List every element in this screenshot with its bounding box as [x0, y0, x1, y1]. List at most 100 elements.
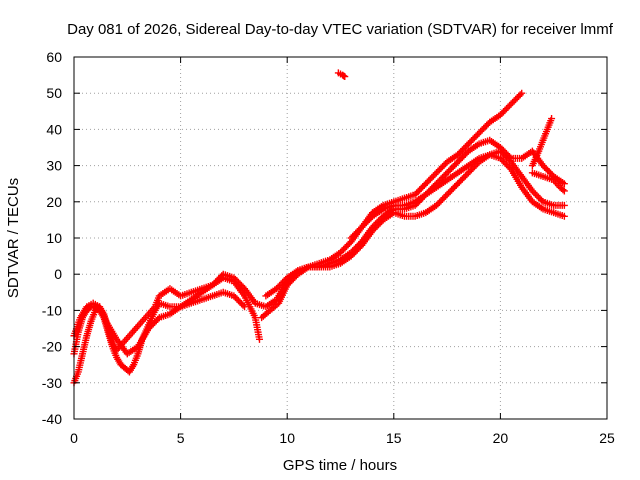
data-point: [455, 149, 463, 157]
data-point: [530, 188, 538, 196]
data-point: [239, 301, 247, 309]
y-tick-label: 0: [54, 266, 62, 282]
y-axis-label: SDTVAR / TECUs: [5, 178, 22, 298]
data-point: [502, 161, 510, 169]
data-point: [454, 151, 462, 159]
x-tick-label: 25: [599, 430, 615, 446]
y-tick-label: 60: [46, 49, 62, 65]
data-point: [288, 276, 296, 284]
data-point: [499, 157, 507, 165]
data-point: [452, 160, 460, 168]
x-tick-label: 5: [177, 430, 185, 446]
data-point: [460, 145, 468, 153]
y-tick-label: 30: [46, 158, 62, 174]
y-tick-label: 20: [46, 194, 62, 210]
data-point: [483, 121, 491, 129]
data-point: [352, 229, 360, 237]
data-point: [435, 198, 443, 206]
data-point: [236, 280, 244, 288]
series-track-9: [528, 169, 568, 195]
data-point: [448, 164, 456, 172]
data-point: [463, 170, 471, 178]
data-point: [460, 152, 468, 160]
data-point: [423, 178, 431, 186]
data-point: [516, 91, 524, 99]
data-point: [215, 275, 223, 283]
data-point: [559, 186, 567, 194]
data-point: [466, 167, 474, 175]
data-point: [481, 123, 489, 131]
data-point: [355, 244, 363, 252]
data-point: [510, 97, 518, 105]
y-tick-label: -20: [42, 339, 62, 355]
data-point: [238, 282, 246, 290]
data-point: [513, 94, 521, 102]
data-point: [355, 226, 363, 234]
series-track-7: [347, 147, 568, 242]
data-point: [361, 220, 369, 228]
data-point: [230, 292, 238, 300]
data-point: [238, 300, 246, 308]
data-point: [352, 247, 360, 255]
ticks: 0 5 10 15 20 25 -40 -30 -20 -10 0 10 20 30 40 50 60: [42, 49, 615, 446]
data-point: [340, 72, 348, 80]
data-point: [454, 180, 462, 188]
chart-title: Day 081 of 2026, Sidereal Day-to-day VTE…: [67, 21, 614, 38]
plot-area: [70, 69, 568, 387]
data-point: [475, 129, 483, 137]
data-point: [353, 228, 361, 236]
data-point: [534, 193, 542, 201]
data-point: [364, 217, 372, 225]
data-point: [467, 137, 475, 145]
data-point: [279, 278, 287, 286]
data-point: [560, 201, 568, 209]
data-point: [210, 280, 218, 288]
data-point: [376, 219, 384, 227]
x-axis-label: GPS time / hours: [283, 457, 397, 474]
data-point: [502, 105, 510, 113]
x-tick-label: 0: [70, 430, 78, 446]
data-point: [469, 164, 477, 172]
data-point: [337, 248, 344, 256]
data-point: [548, 115, 556, 123]
data-point: [148, 321, 156, 329]
data-point: [474, 131, 482, 139]
data-point: [419, 183, 427, 191]
data-point: [435, 166, 443, 174]
data-point: [541, 163, 549, 171]
y-tick-label: -30: [42, 375, 62, 391]
series-track-3: [70, 288, 249, 358]
data-point: [463, 141, 471, 149]
data-point: [464, 140, 472, 148]
data-point: [502, 153, 510, 161]
data-point: [440, 194, 448, 202]
data-point: [509, 99, 517, 107]
data-point: [439, 195, 447, 203]
data-point: [350, 231, 358, 239]
data-point: [411, 191, 419, 199]
data-point: [375, 221, 383, 229]
x-tick-label: 20: [493, 430, 509, 446]
data-point: [241, 303, 249, 311]
x-tick-label: 15: [386, 430, 402, 446]
plot-frame: [73, 56, 608, 420]
data-point: [338, 247, 346, 255]
data-point: [515, 92, 523, 100]
data-point: [439, 173, 447, 181]
data-point: [528, 187, 536, 195]
data-point: [425, 177, 433, 185]
data-point: [350, 249, 358, 257]
data-point: [437, 164, 445, 172]
data-point: [531, 190, 539, 198]
series-track-5: [258, 136, 568, 322]
data-point: [560, 212, 568, 220]
data-point: [451, 161, 459, 169]
data-point: [446, 166, 454, 174]
data-point: [499, 108, 507, 116]
data-point: [359, 222, 367, 230]
data-point: [280, 277, 288, 285]
data-point: [273, 285, 281, 293]
data-point: [455, 178, 463, 186]
data-point: [372, 224, 380, 232]
data-point: [440, 172, 448, 180]
